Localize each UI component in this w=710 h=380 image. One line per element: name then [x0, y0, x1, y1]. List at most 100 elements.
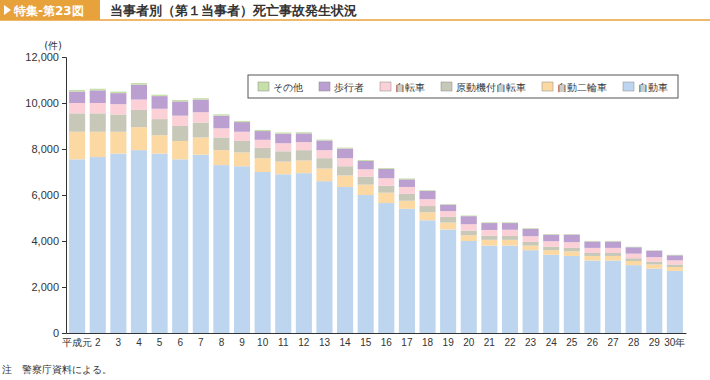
- y-tick-label: 12,000: [25, 51, 59, 63]
- y-axis-title: (件): [44, 40, 62, 51]
- x-tick: 22: [504, 333, 516, 348]
- bar-segment: [316, 169, 332, 182]
- series-4: [69, 85, 683, 261]
- bar-segment: [234, 141, 250, 153]
- bar-segment: [461, 235, 477, 241]
- bar-segment: [90, 132, 106, 157]
- x-tick-label: 23: [525, 337, 537, 348]
- bar-segment: [296, 173, 312, 333]
- bar-segment: [667, 255, 683, 260]
- x-tick: 4: [136, 333, 142, 348]
- bar-segment: [502, 240, 518, 246]
- bar-segment: [69, 92, 85, 104]
- bar-segment: [337, 149, 353, 159]
- legend-label: 歩行者: [334, 82, 364, 93]
- x-tick: 26: [587, 333, 599, 348]
- x-tick: 29: [649, 333, 661, 348]
- bar-segment: [172, 101, 188, 115]
- legend-swatch: [542, 82, 553, 91]
- x-tick-label: 28: [628, 337, 640, 348]
- bar-segment: [234, 132, 250, 141]
- x-axis-line: [67, 333, 687, 334]
- bar-segment: [440, 230, 456, 334]
- series-5: [69, 83, 683, 255]
- bar-segment: [419, 190, 435, 192]
- bar-segment: [543, 250, 559, 255]
- header-arrow: [4, 5, 11, 15]
- chart: 特集-第23図当事者別（第１当事者）死亡事故発生状況02,0004,0006,0…: [0, 0, 710, 380]
- bar-segment: [255, 148, 271, 158]
- bar-segment: [275, 162, 291, 175]
- y-tick-label: 6,000: [31, 189, 59, 201]
- bar-segment: [626, 254, 642, 259]
- bar-segment: [584, 240, 600, 242]
- bar-segment: [90, 113, 106, 131]
- x-tick-label: 3: [116, 337, 122, 348]
- bar-segment: [90, 89, 106, 91]
- x-tick-label: 6: [177, 337, 183, 348]
- bar-segment: [646, 257, 662, 262]
- bar-segment: [152, 154, 168, 333]
- x-tick-label: 9: [239, 337, 245, 348]
- bar-segment: [90, 157, 106, 333]
- bar-segment: [564, 242, 580, 248]
- bar-segment: [584, 241, 600, 247]
- bar-segment: [523, 242, 539, 246]
- bar-segment: [626, 265, 642, 333]
- bar-segment: [646, 262, 662, 265]
- bar-segment: [316, 140, 332, 150]
- x-tick-label: 29: [649, 337, 661, 348]
- x-axis: 平成元2345678910111213141516171819202122232…: [62, 333, 686, 348]
- x-tick-label: 27: [607, 337, 619, 348]
- bar-segment: [193, 100, 209, 113]
- x-tick: 23: [525, 333, 537, 348]
- bar-segment: [358, 161, 374, 169]
- bar-segment: [399, 178, 415, 180]
- legend-label: 自転車: [395, 82, 425, 93]
- bar-segment: [564, 233, 580, 235]
- y-tick-label: 10,000: [25, 97, 59, 109]
- bar-segment: [69, 159, 85, 333]
- x-tick-label: 19: [443, 337, 455, 348]
- bar-segment: [399, 179, 415, 187]
- legend-swatch: [623, 82, 634, 91]
- bar-segment: [667, 264, 683, 267]
- y-tick-mark: [62, 103, 66, 104]
- bar-segment: [626, 258, 642, 261]
- bar-segment: [213, 128, 229, 137]
- x-tick: 18: [422, 333, 434, 348]
- bar-segment: [193, 138, 209, 155]
- bar-segment: [523, 229, 539, 236]
- bar-segment: [213, 114, 229, 115]
- bar-segment: [152, 119, 168, 135]
- bar-segment: [461, 216, 477, 224]
- header: 特集-第23図当事者別（第１当事者）死亡事故発生状況: [0, 0, 710, 20]
- bar-segment: [481, 246, 497, 333]
- legend-label: その他: [273, 82, 303, 93]
- series-1: [69, 127, 683, 271]
- x-tick-label: 16: [381, 337, 393, 348]
- bar-segment: [316, 150, 332, 158]
- y-tick: 8,000: [31, 143, 66, 155]
- bar-segment: [172, 159, 188, 333]
- bar-segment: [399, 194, 415, 201]
- bar-segment: [605, 261, 621, 333]
- bar-segment: [193, 112, 209, 122]
- bar-segment: [316, 181, 332, 333]
- bar-segment: [378, 193, 394, 203]
- x-tick: 19: [443, 333, 455, 348]
- bar-segment: [131, 85, 147, 100]
- x-tick-label: 21: [484, 337, 496, 348]
- bar-segment: [481, 222, 497, 224]
- bar-segment: [358, 185, 374, 195]
- x-tick-label: 18: [422, 337, 434, 348]
- bar-segment: [110, 104, 126, 114]
- x-tick: 3: [116, 333, 122, 348]
- legend-item: 自動二輪車: [542, 82, 607, 93]
- bar-segment: [399, 187, 415, 194]
- y-tick: 2,000: [31, 281, 66, 293]
- bar-segment: [646, 264, 662, 268]
- bar-segment: [399, 209, 415, 333]
- bar-segment: [378, 186, 394, 193]
- bar-segment: [110, 115, 126, 132]
